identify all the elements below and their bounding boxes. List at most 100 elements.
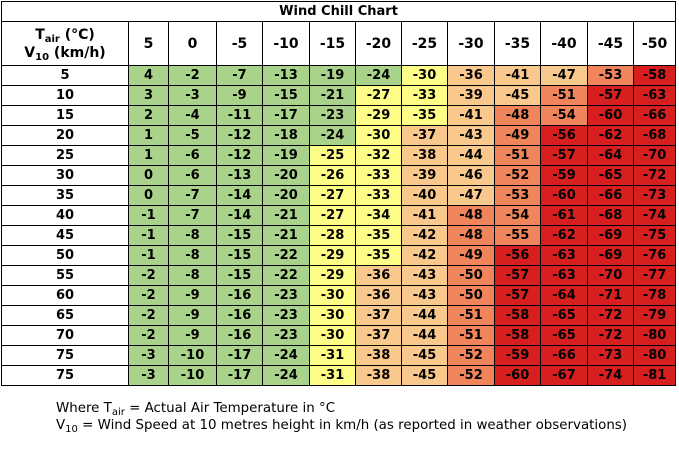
wind-chill-cell: -70 xyxy=(587,265,634,286)
wind-chill-cell: -18 xyxy=(262,125,310,146)
wind-chill-cell: -39 xyxy=(401,165,448,186)
wind-chill-cell: -44 xyxy=(401,305,448,326)
note-v10: V10 = Wind Speed at 10 metres height in … xyxy=(56,417,671,435)
wind-chill-cell: -8 xyxy=(168,265,217,286)
wind-chill-cell: -8 xyxy=(168,225,217,246)
wind-chill-cell: -16 xyxy=(216,305,263,326)
table-row: 5 4 -2 -7 -13 -19 -24 -30 -36 -41 -47 -53 -58 xyxy=(1,65,677,86)
wind-chill-cell: -33 xyxy=(355,185,402,206)
wind-chill-cell: -58 xyxy=(494,325,541,346)
wind-chill-cell: -81 xyxy=(632,365,677,386)
wind-chill-cell: -65 xyxy=(540,305,588,326)
wind-chill-cell: -24 xyxy=(309,125,356,146)
wind-speed-cell: 35 xyxy=(1,185,129,206)
wind-speed-cell: 55 xyxy=(1,265,129,286)
wind-chill-cell: -21 xyxy=(262,205,310,226)
wind-chill-cell: -24 xyxy=(262,365,310,386)
wind-chill-cell: -50 xyxy=(447,285,495,306)
wind-chill-cell: -35 xyxy=(355,225,402,246)
wind-chill-cell: -56 xyxy=(540,125,588,146)
temperature-header: -20 xyxy=(355,21,402,66)
temperature-header: -15 xyxy=(309,21,356,66)
wind-chill-cell: -22 xyxy=(262,265,310,286)
wind-chill-cell: -65 xyxy=(587,165,634,186)
wind-chill-cell: -29 xyxy=(309,265,356,286)
wind-chill-cell: -5 xyxy=(168,125,217,146)
wind-chill-cell: -20 xyxy=(262,165,310,186)
wind-chill-cell: -38 xyxy=(401,145,448,166)
wind-chill-cell: -1 xyxy=(128,205,169,226)
wind-chill-cell: -51 xyxy=(540,85,588,106)
wind-chill-cell: -36 xyxy=(447,65,495,86)
wind-chill-cell: -48 xyxy=(494,105,541,126)
wind-chill-cell: -29 xyxy=(309,245,356,266)
wind-chill-cell: -57 xyxy=(494,265,541,286)
wind-chill-cell: -60 xyxy=(494,365,541,386)
wind-chill-cell: -12 xyxy=(216,145,263,166)
wind-chill-cell: -10 xyxy=(168,345,217,366)
wind-chill-cell: -54 xyxy=(540,105,588,126)
wind-chill-cell: -43 xyxy=(401,265,448,286)
wind-chill-cell: -51 xyxy=(447,305,495,326)
corner-header: Tair (°C) V10 (km/h) xyxy=(1,21,129,66)
wind-chill-cell: -61 xyxy=(540,205,588,226)
wind-speed-cell: 20 xyxy=(1,125,129,146)
wind-chill-cell: -16 xyxy=(216,325,263,346)
wind-chill-cell: -41 xyxy=(494,65,541,86)
wind-chill-cell: -33 xyxy=(401,85,448,106)
wind-chill-cell: -1 xyxy=(128,225,169,246)
wind-chill-cell: 2 xyxy=(128,105,169,126)
wind-chill-cell: 0 xyxy=(128,185,169,206)
wind-chill-cell: -64 xyxy=(540,285,588,306)
wind-chill-cell: -63 xyxy=(540,265,588,286)
wind-speed-cell: 45 xyxy=(1,225,129,246)
corner-v10-label: V xyxy=(24,44,36,61)
wind-chill-cell: -15 xyxy=(216,225,263,246)
temperature-header: -10 xyxy=(262,21,310,66)
wind-chill-cell: -27 xyxy=(309,205,356,226)
temperature-header: -5 xyxy=(216,21,263,66)
wind-chill-cell: -49 xyxy=(447,245,495,266)
wind-chill-cell: -2 xyxy=(168,65,217,86)
wind-chill-cell: -72 xyxy=(587,325,634,346)
wind-chill-cell: -30 xyxy=(309,285,356,306)
wind-chill-cell: 1 xyxy=(128,145,169,166)
wind-chill-cell: -50 xyxy=(447,265,495,286)
wind-chill-cell: -1 xyxy=(128,245,169,266)
wind-chill-cell: -64 xyxy=(587,145,634,166)
wind-chill-cell: -19 xyxy=(309,65,356,86)
wind-chill-cell: -29 xyxy=(355,105,402,126)
wind-chill-cell: -40 xyxy=(401,185,448,206)
wind-chill-cell: -7 xyxy=(168,205,217,226)
wind-chill-cell: -3 xyxy=(128,365,169,386)
wind-chill-cell: -67 xyxy=(540,365,588,386)
wind-chill-cell: -3 xyxy=(168,85,217,106)
wind-chill-cell: -23 xyxy=(262,305,310,326)
wind-chill-cell: -63 xyxy=(632,85,677,106)
note-tair-prefix: Where T xyxy=(56,401,112,416)
wind-chill-cell: -33 xyxy=(355,165,402,186)
wind-chill-cell: -42 xyxy=(401,225,448,246)
wind-chill-cell: -48 xyxy=(447,205,495,226)
wind-speed-cell: 25 xyxy=(1,145,129,166)
wind-chill-cell: -43 xyxy=(447,125,495,146)
table-row: 75 -3 -10 -17 -24 -31 -38 -45 -52 -59 -66 -73 -80 xyxy=(1,345,677,366)
wind-speed-cell: 30 xyxy=(1,165,129,186)
wind-chill-cell: -75 xyxy=(632,225,677,246)
table-row: 15 2 -4 -11 -17 -23 -29 -35 -41 -48 -54 -60 -66 xyxy=(1,105,677,126)
table-row: 50 -1 -8 -15 -22 -29 -35 -42 -49 -56 -63 -69 -76 xyxy=(1,245,677,266)
wind-chill-cell: 3 xyxy=(128,85,169,106)
temperature-header: 5 xyxy=(128,21,169,66)
wind-chill-cell: -69 xyxy=(587,245,634,266)
wind-chill-cell: -38 xyxy=(355,365,402,386)
wind-chill-cell: -62 xyxy=(587,125,634,146)
wind-chill-cell: -62 xyxy=(540,225,588,246)
wind-chill-cell: -2 xyxy=(128,285,169,306)
wind-chill-cell: -15 xyxy=(216,265,263,286)
wind-chill-cell: -57 xyxy=(494,285,541,306)
wind-chill-cell: -76 xyxy=(632,245,677,266)
note-v10-subscript: 10 xyxy=(65,424,78,435)
table-row: 35 0 -7 -14 -20 -27 -33 -40 -47 -53 -60 -66 -73 xyxy=(1,185,677,206)
